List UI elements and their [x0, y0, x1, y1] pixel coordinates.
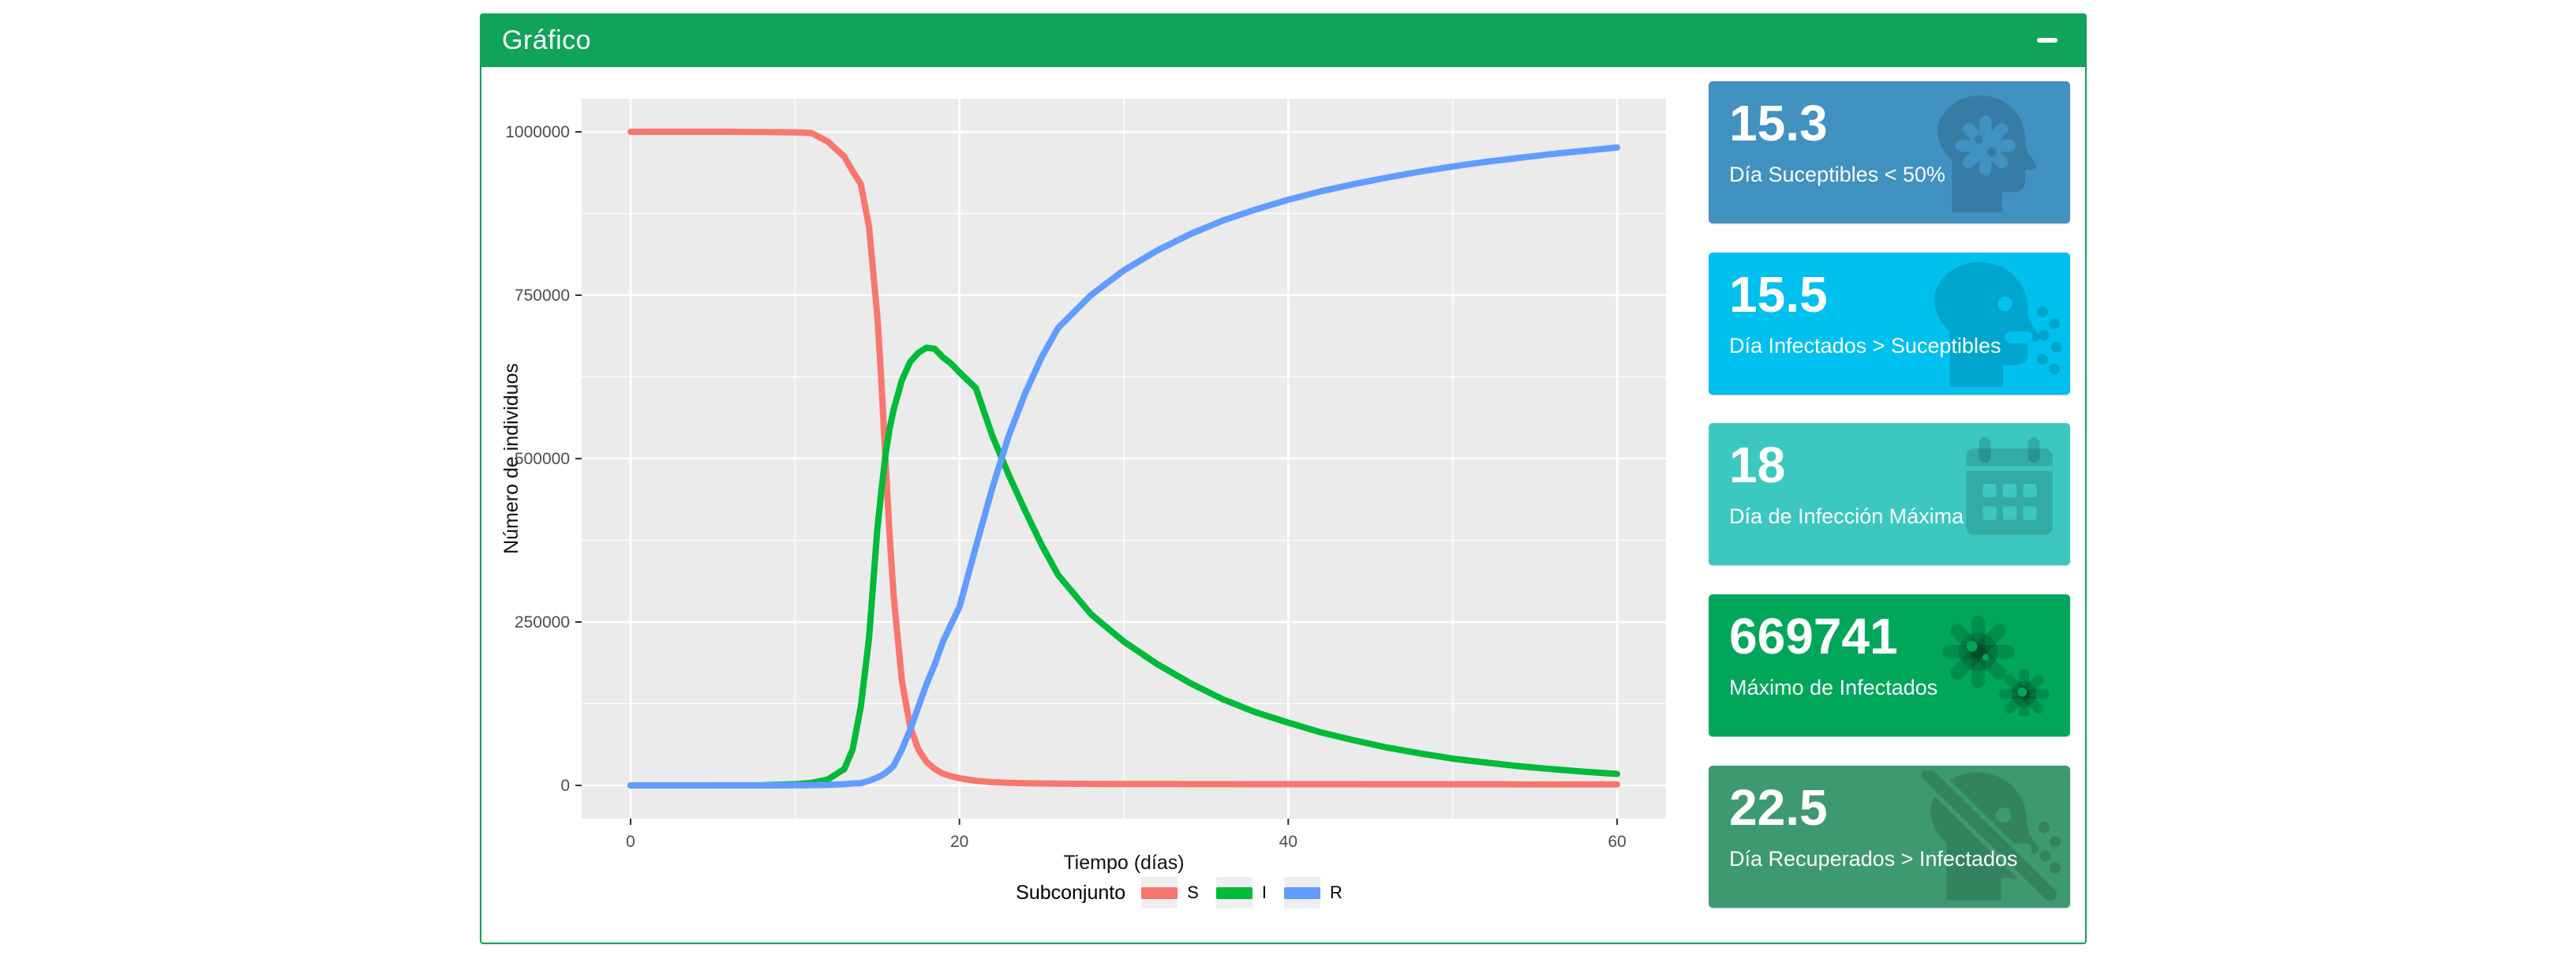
- svg-text:40: 40: [1279, 833, 1297, 851]
- svg-text:500000: 500000: [515, 450, 570, 468]
- value-box-label: Máximo de Infectados: [1729, 676, 1938, 700]
- svg-text:0: 0: [560, 777, 570, 795]
- svg-text:250000: 250000: [515, 613, 570, 631]
- sir-chart: 0 20 40 60 0 250000 500000 750000 1000000 Tiempo …: [489, 77, 1681, 941]
- collapse-button[interactable]: [2030, 23, 2065, 58]
- value-box-value: 669741: [1729, 608, 1898, 665]
- value-box-value: 15.3: [1729, 95, 1828, 152]
- value-box-value: 22.5: [1729, 779, 1828, 836]
- box-header: Gráfico: [480, 13, 2087, 67]
- svg-text:750000: 750000: [515, 287, 570, 305]
- box-title: Gráfico: [502, 24, 592, 55]
- minus-icon: [2037, 38, 2057, 43]
- chart-legend: Subconjunto S I R: [582, 877, 1666, 909]
- svg-text:Número de individuos: Número de individuos: [500, 363, 522, 554]
- value-box-label: Día Suceptibles < 50%: [1729, 163, 1945, 187]
- grafico-box: Gráfico 0 20 40 60 0 250000 500000 750000 100000…: [480, 13, 2087, 944]
- head-side-cough-icon: [1924, 260, 2062, 391]
- value-box-dia-infeccion-maxima: 18 Día de Infección Máxima: [1709, 423, 2070, 565]
- svg-text:Tiempo (días): Tiempo (días): [1063, 852, 1184, 874]
- value-box-dia-suceptibles-50: 15.3 Día Suceptibles < 50%: [1709, 81, 2070, 223]
- sir-plot-svg: 0 20 40 60 0 250000 500000 750000 1000000 Tiempo …: [500, 99, 1666, 874]
- value-box-label: Día Infectados > Suceptibles: [1729, 334, 2001, 358]
- value-box-maximo-infectados: 669741 Máximo de Infectados: [1709, 594, 2070, 736]
- legend-item-R: R: [1283, 877, 1342, 909]
- svg-text:20: 20: [950, 833, 968, 851]
- legend-key-swatch: [1141, 877, 1178, 909]
- legend-key-swatch: [1215, 877, 1252, 909]
- legend-key-swatch: [1283, 877, 1320, 909]
- svg-text:1000000: 1000000: [505, 123, 570, 141]
- head-side-virus-icon: [1928, 94, 2057, 216]
- calendar-icon: [1961, 437, 2057, 544]
- legend-series-label: I: [1261, 882, 1267, 902]
- value-box-label: Día de Infección Máxima: [1729, 504, 1964, 529]
- value-box-dia-infectados-suceptibles: 15.5 Día Infectados > Suceptibles: [1709, 253, 2070, 395]
- value-box-label: Día Recuperados > Infectados: [1729, 847, 2018, 871]
- legend-series-label: S: [1187, 882, 1199, 902]
- legend-item-I: I: [1215, 877, 1267, 909]
- value-box-value: 15.5: [1729, 266, 1828, 323]
- svg-text:0: 0: [626, 833, 635, 851]
- legend-title: Subconjunto: [1016, 881, 1126, 904]
- svg-text:60: 60: [1608, 833, 1626, 851]
- head-side-cough-slash-icon: [1917, 766, 2062, 906]
- value-box-value: 18: [1729, 437, 1786, 493]
- value-box-dia-recuperados-infectados: 22.5 Día Recuperados > Infectados: [1709, 766, 2070, 908]
- legend-series-label: R: [1329, 882, 1342, 902]
- legend-item-S: S: [1141, 877, 1199, 909]
- viruses-icon: [1930, 613, 2059, 720]
